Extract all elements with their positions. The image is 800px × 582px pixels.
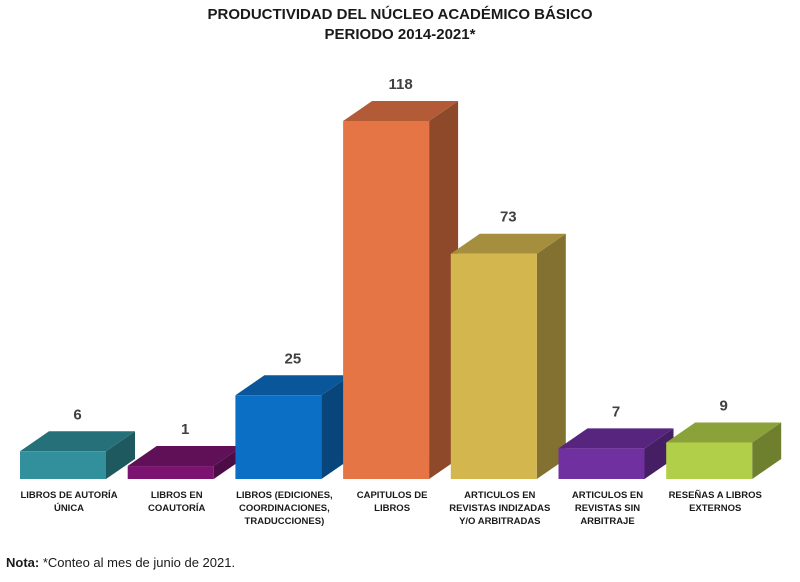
category-label-3: LIBROS (EDICIONES, COORDINACIONES, TRADUCC… bbox=[236, 490, 333, 527]
footnote-text: *Conteo al mes de junio de 2021. bbox=[39, 555, 236, 570]
bar-6 bbox=[558, 428, 674, 479]
bar-top bbox=[558, 428, 674, 449]
category-label-4: CAPITULOS DE LIBROS bbox=[357, 490, 428, 514]
chart-title-line-1: PRODUCTIVIDAD DEL NÚCLEO ACADÉMICO BÁSIC… bbox=[207, 5, 592, 23]
bar-2 bbox=[127, 446, 243, 479]
bar-front bbox=[666, 442, 753, 479]
footnote: Nota: *Conteo al mes de junio de 2021. bbox=[6, 555, 235, 570]
value-label-2: 1 bbox=[181, 421, 189, 438]
bar-front bbox=[235, 395, 322, 479]
value-label-6: 7 bbox=[612, 403, 620, 420]
value-label-5: 73 bbox=[500, 209, 517, 226]
bar-side bbox=[106, 431, 135, 479]
bar-front bbox=[558, 448, 645, 479]
category-label-6: ARTICULOS EN REVISTAS SIN ARBITRAJE bbox=[572, 490, 643, 527]
bar-7 bbox=[666, 422, 782, 479]
value-label-4: 118 bbox=[388, 76, 412, 93]
bar-front bbox=[127, 466, 214, 479]
bar-top bbox=[235, 375, 351, 396]
category-label-1: LIBROS DE AUTORÍA ÚNICA bbox=[20, 490, 117, 514]
value-label-1: 6 bbox=[73, 406, 81, 423]
value-label-3: 25 bbox=[285, 350, 302, 367]
category-labels: LIBROS DE AUTORÍA ÚNICA LIBROS EN COAUTORÍA… bbox=[20, 490, 761, 527]
category-label-5: ARTICULOS EN REVISTAS INDIZADAS Y/O ARBITR… bbox=[449, 490, 550, 527]
category-label-2: LIBROS EN COAUTORÍA bbox=[148, 490, 205, 514]
bar-chart: PRODUCTIVIDAD DEL NÚCLEO ACADÉMICO BÁSIC… bbox=[20, 5, 782, 527]
category-label-7: RESEÑAS A LIBROS EXTERNOS bbox=[669, 490, 762, 514]
bar-top bbox=[343, 101, 459, 121]
bar-side bbox=[752, 422, 782, 479]
bar-top bbox=[20, 431, 135, 452]
bar-3 bbox=[235, 375, 351, 479]
chart-title-line-2: PERIODO 2014-2021* bbox=[325, 26, 476, 43]
bar-front bbox=[20, 451, 106, 479]
bar-side bbox=[536, 233, 566, 479]
bar-side bbox=[644, 428, 674, 479]
value-label-7: 9 bbox=[720, 397, 728, 414]
bars-group bbox=[20, 101, 782, 479]
bar-5 bbox=[450, 233, 566, 479]
bar-1 bbox=[20, 431, 135, 479]
bar-top bbox=[450, 233, 566, 254]
bar-front bbox=[450, 253, 537, 479]
bar-top bbox=[666, 422, 782, 443]
bar-front bbox=[343, 121, 430, 479]
value-labels: 6 1 25 118 73 7 9 bbox=[73, 76, 728, 438]
bar-top bbox=[127, 446, 243, 467]
footnote-label: Nota: bbox=[6, 555, 40, 570]
bar-4 bbox=[343, 101, 459, 479]
chart-title: PRODUCTIVIDAD DEL NÚCLEO ACADÉMICO BÁSIC… bbox=[207, 5, 592, 43]
